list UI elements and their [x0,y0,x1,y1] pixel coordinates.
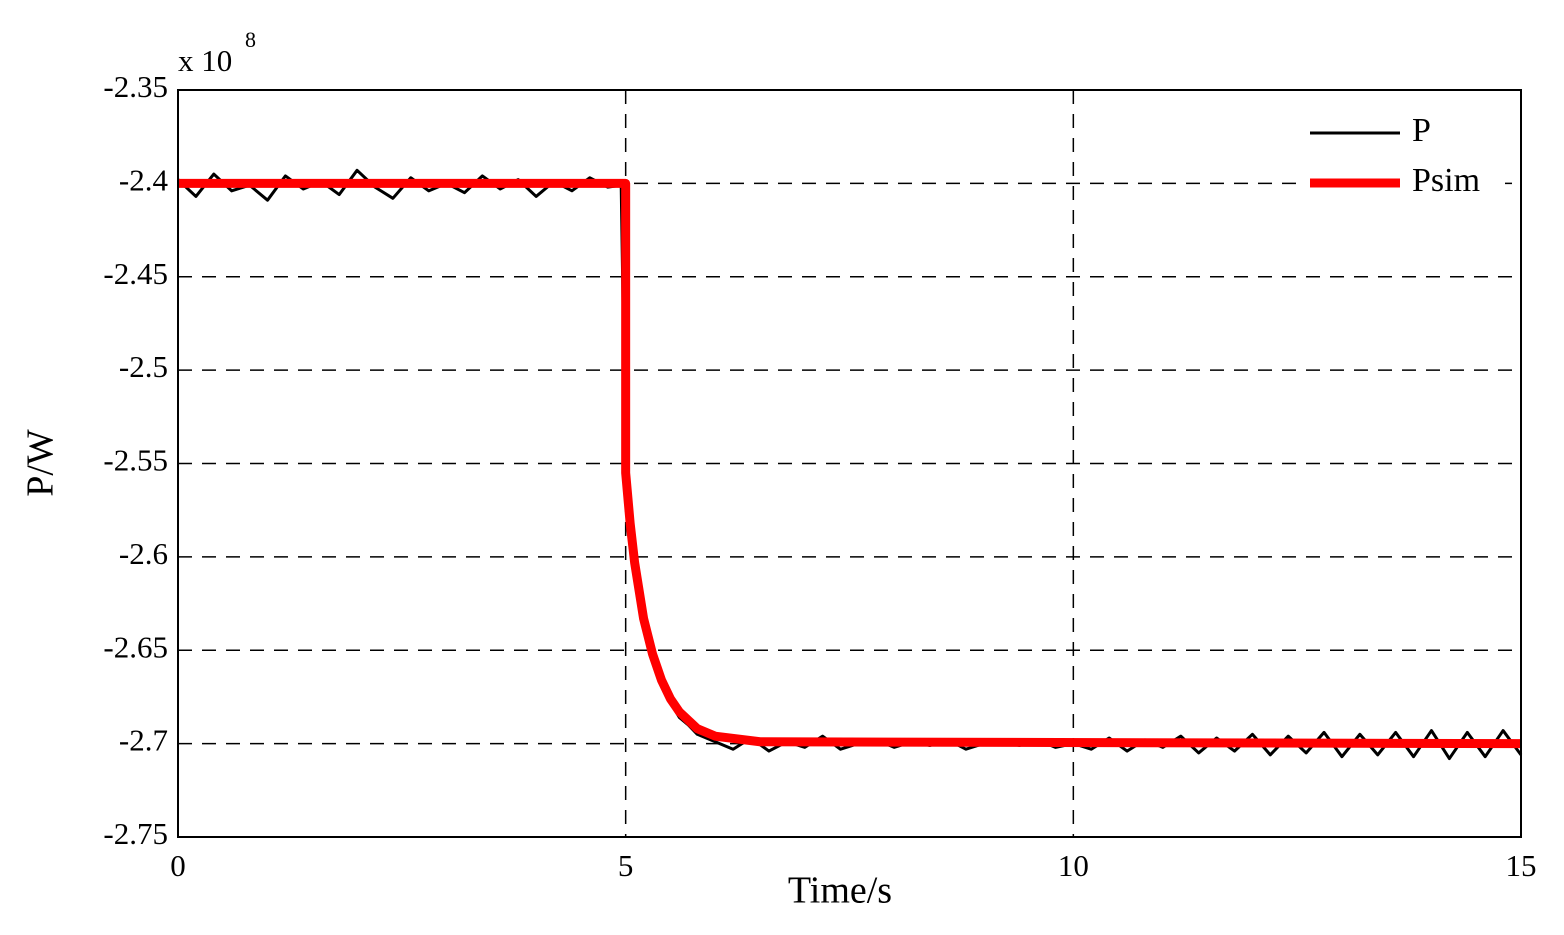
y-tick-label: -2.75 [103,816,168,851]
y-tick-label: -2.45 [103,256,168,291]
y-multiplier-exponent: 8 [245,27,256,52]
x-tick-label: 10 [1058,848,1089,883]
data-line [176,168,1523,761]
data-line [178,178,1522,749]
y-tick-label: -2.55 [103,443,168,478]
x-tick-label: 0 [170,848,186,883]
y-tick-label: -2.7 [119,723,168,758]
y-tick-label: -2.35 [103,69,168,104]
x-tick-label: 15 [1506,848,1537,883]
legend-label: P [1412,112,1431,149]
legend-label: Psim [1412,162,1480,199]
y-multiplier: x 10 [178,43,232,78]
x-axis-label: Time/s [788,870,892,912]
y-tick-label: -2.4 [119,162,169,197]
y-tick-label: -2.65 [103,629,168,664]
x-tick-label: 5 [618,848,634,883]
y-tick-label: -2.5 [119,349,168,384]
y-tick-label: -2.6 [119,536,168,571]
plot-frame [177,89,1522,838]
y-axis-label: P/W [20,429,62,497]
